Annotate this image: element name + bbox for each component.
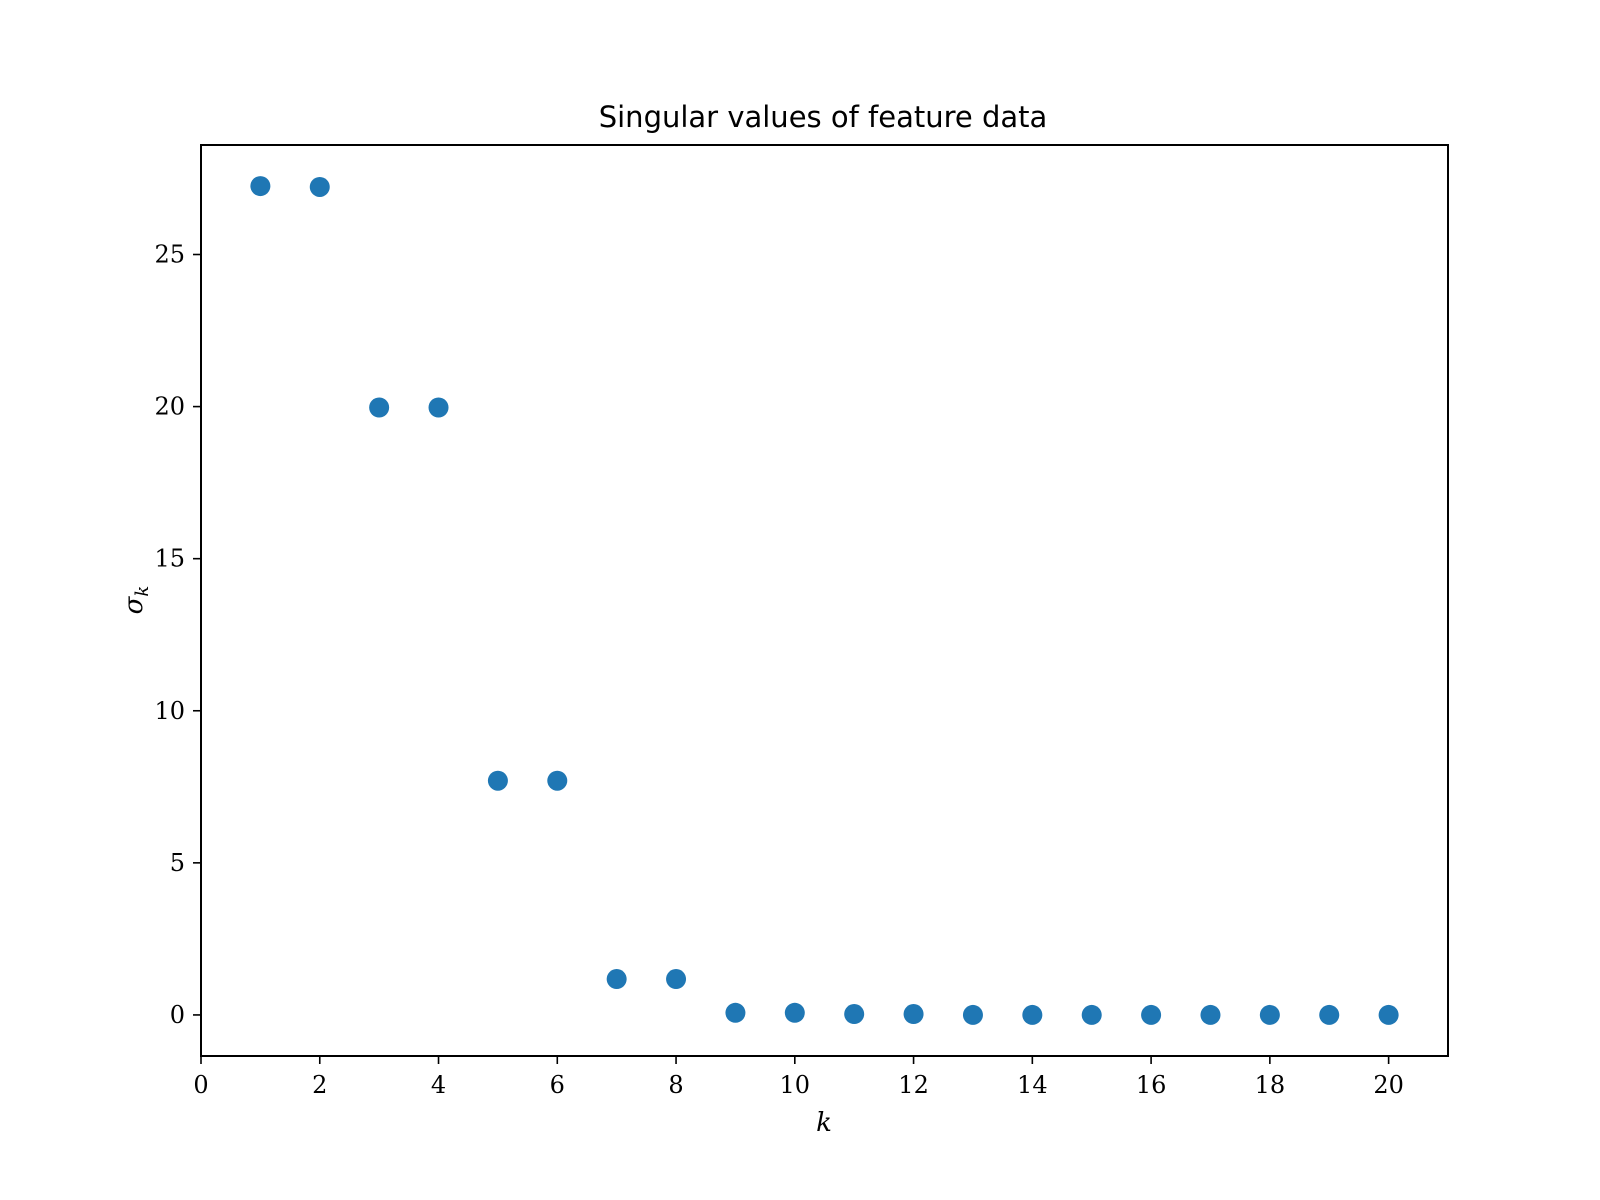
- data-point: [725, 1002, 746, 1023]
- data-point: [1141, 1004, 1162, 1025]
- x-tick-label: 2: [312, 1071, 327, 1099]
- data-point: [487, 770, 508, 791]
- data-point: [962, 1004, 983, 1025]
- x-tick-label: 14: [1017, 1071, 1048, 1099]
- data-point: [1081, 1004, 1102, 1025]
- y-axis-label: σk: [119, 586, 153, 615]
- x-tick-label: 8: [668, 1071, 683, 1099]
- x-tick-label: 16: [1136, 1071, 1167, 1099]
- data-point: [1022, 1004, 1043, 1025]
- x-tick-label: 20: [1373, 1071, 1404, 1099]
- data-point: [250, 176, 271, 197]
- data-point: [1319, 1004, 1340, 1025]
- axis-ticks: 0 2 4 6 8 10 12 14 16 18 20 0 5 10 15 20 25: [154, 241, 1403, 1099]
- data-point: [309, 176, 330, 197]
- x-tick-label: 0: [193, 1071, 208, 1099]
- data-point: [369, 397, 390, 418]
- x-tick-label: 12: [898, 1071, 929, 1099]
- data-point: [547, 770, 568, 791]
- data-point: [606, 969, 627, 990]
- data-point: [784, 1002, 805, 1023]
- y-tick-label: 20: [154, 393, 185, 421]
- y-tick-label: 10: [154, 697, 185, 725]
- x-tick-label: 10: [780, 1071, 811, 1099]
- chart-title: Singular values of feature data: [599, 100, 1048, 134]
- y-tick-label: 25: [154, 241, 185, 269]
- plot-frame: [200, 144, 1449, 1057]
- data-point: [1259, 1004, 1280, 1025]
- x-axis-label: k: [816, 1108, 832, 1138]
- y-tick-label: 5: [170, 849, 185, 877]
- y-axis-label-subscript: k: [132, 586, 153, 597]
- data-point: [1200, 1004, 1221, 1025]
- y-axis-label-main: σ: [119, 595, 149, 614]
- plot-area: [250, 176, 1399, 1025]
- data-point: [428, 397, 449, 418]
- data-point: [666, 969, 687, 990]
- y-tick-label: 15: [154, 545, 185, 573]
- x-tick-label: 6: [550, 1071, 565, 1099]
- data-point: [1378, 1004, 1399, 1025]
- data-point: [844, 1004, 865, 1025]
- data-point: [903, 1004, 924, 1025]
- y-tick-label: 0: [170, 1001, 185, 1029]
- x-tick-label: 18: [1255, 1071, 1286, 1099]
- x-tick-label: 4: [431, 1071, 446, 1099]
